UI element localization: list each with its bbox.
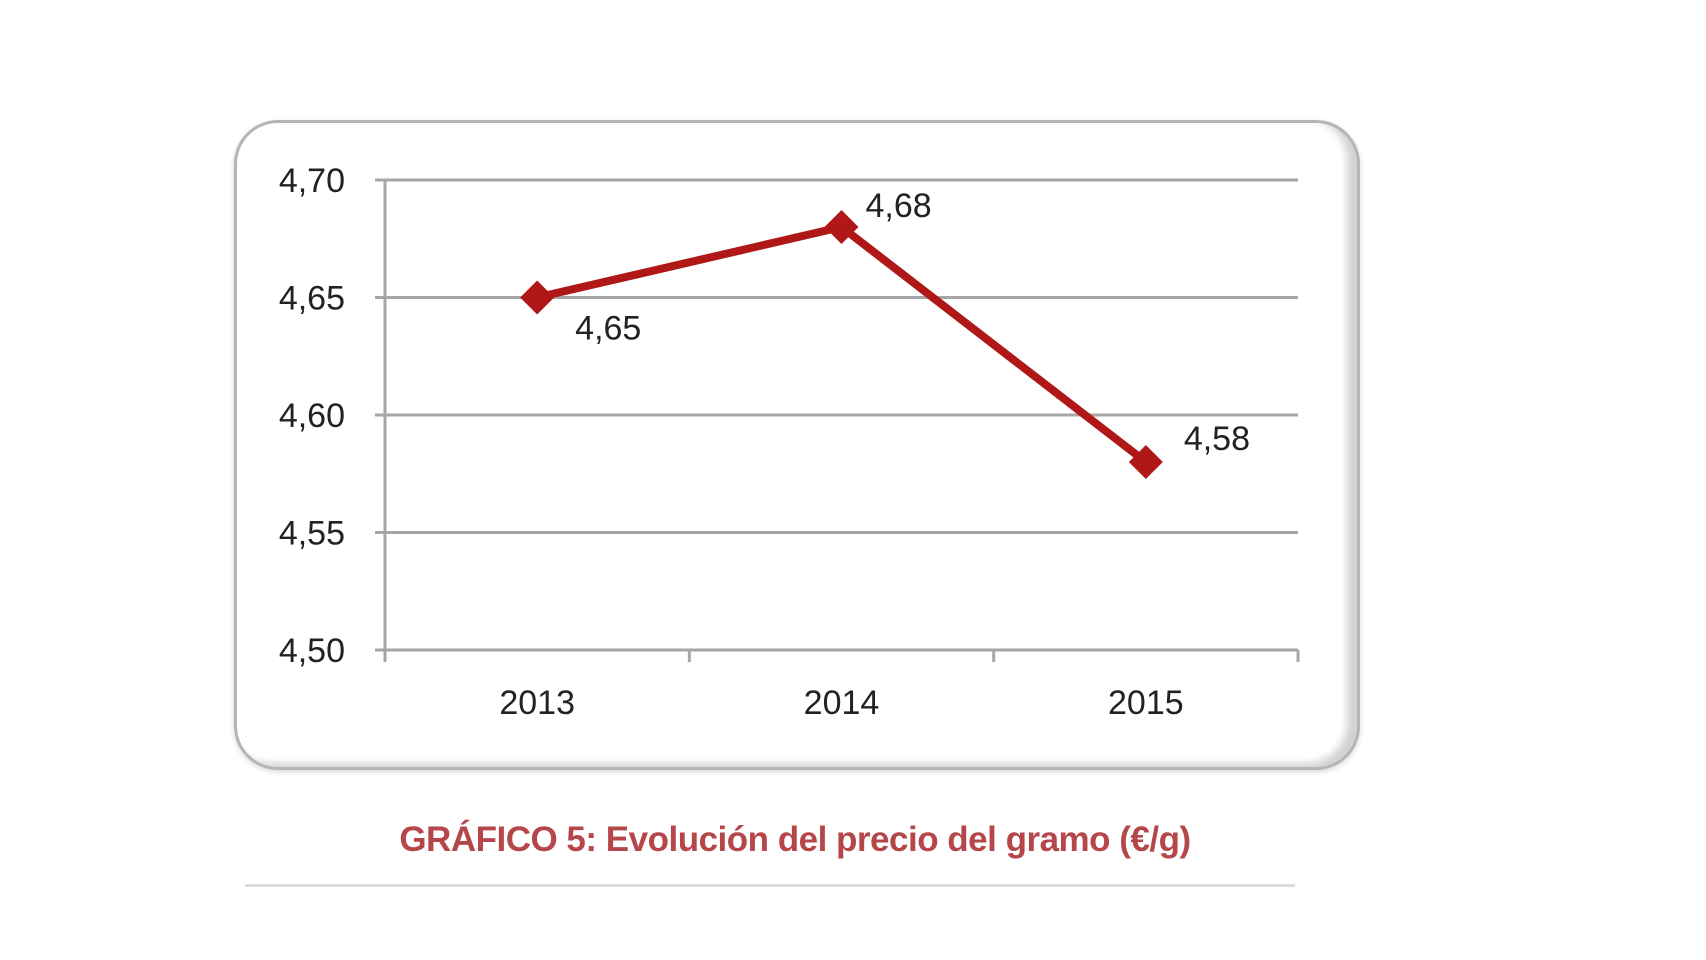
chart-card — [234, 120, 1360, 770]
x-tick-label: 2015 — [1108, 684, 1184, 722]
gridlines — [375, 178, 1298, 652]
y-tick-label: 4,50 — [279, 632, 345, 670]
y-tick-label: 4,70 — [279, 162, 345, 200]
divider — [245, 884, 1295, 887]
chart-caption: GRÁFICO 5: Evolución del precio del gram… — [399, 820, 1191, 859]
y-axis-labels: 4,50 4,55 4,60 4,65 4,70 — [279, 162, 345, 670]
data-label: 4,58 — [1184, 420, 1250, 458]
data-labels: 4,65 4,68 4,58 — [575, 187, 1250, 458]
data-point-marker — [1128, 445, 1163, 479]
axes — [383, 180, 1300, 662]
x-axis-labels: 2013 2014 2015 — [499, 684, 1183, 722]
data-point-marker — [520, 280, 555, 315]
data-point-marker — [824, 210, 859, 244]
data-label: 4,68 — [866, 187, 932, 225]
y-tick-label: 4,65 — [279, 280, 345, 318]
y-tick-label: 4,55 — [279, 515, 345, 553]
x-tick-label: 2013 — [499, 684, 575, 722]
data-label: 4,65 — [575, 310, 641, 348]
data-series — [520, 210, 1163, 479]
x-tick-label: 2014 — [804, 684, 880, 722]
y-tick-label: 4,60 — [279, 397, 345, 435]
